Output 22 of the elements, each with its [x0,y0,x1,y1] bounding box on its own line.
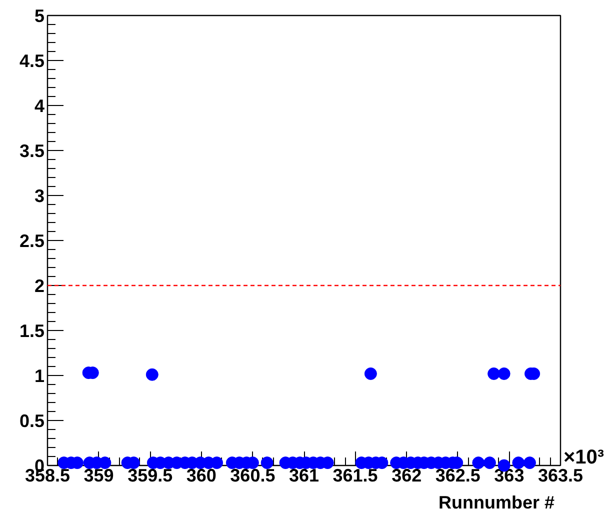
x-tick-label: 359.5 [128,466,173,486]
y-tick-label: 3.5 [19,141,45,161]
x-tick-label: 361.5 [332,466,378,486]
x-axis-title: Runnumber # [438,492,555,511]
y-tick-label: 1 [34,366,45,386]
y-tick-label: 1.5 [19,321,45,341]
x-tick-label: 360 [186,466,216,486]
text: ×10³ [564,446,604,468]
x-tick-label: 363 [494,466,524,486]
y-tick-label: 2.5 [19,231,45,251]
x-tick-label: 361 [288,466,320,486]
y-tick-label: 5 [34,6,45,26]
x-tick-label: 363.5 [538,466,584,486]
y-tick-label: 3 [34,186,45,206]
y-tick-label: 2 [34,276,45,296]
y-tick-label: 4.5 [19,51,45,71]
x-tick-label: 360.5 [230,466,276,486]
y-tick-label: 0.5 [19,411,45,431]
x-tick-label: 359 [84,466,114,486]
x-tick-label: 362.5 [435,466,480,486]
y-tick-label: 4 [34,96,45,116]
x-tick-label: 362 [392,466,422,486]
